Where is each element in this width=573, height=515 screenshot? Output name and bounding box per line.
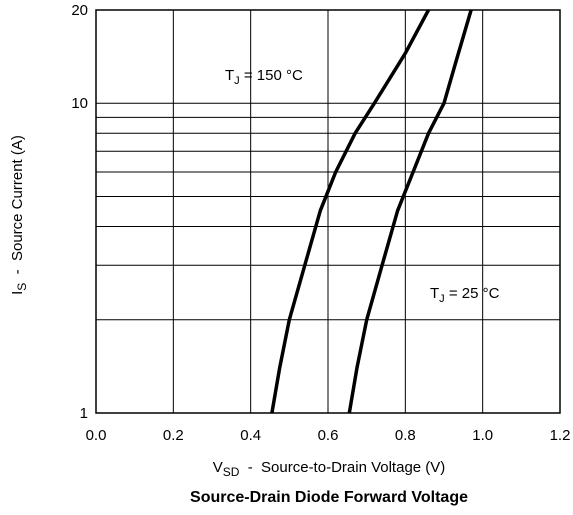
x-tick-label: 0.8 — [395, 427, 416, 444]
x-axis-label: VSD - Source-to-Drain Voltage (V) — [213, 459, 446, 479]
x-tick-label: 0.2 — [163, 427, 184, 444]
y-axis-label: IS - Source Current (A) — [9, 135, 29, 295]
x-tick-label: 0.0 — [86, 427, 107, 444]
plot-frame — [95, 9, 561, 414]
y-tick-label: 1 — [80, 405, 88, 422]
series-line-25 — [347, 9, 473, 414]
series-label-150: TJ = 150 °C — [225, 67, 303, 87]
y-tick-labels: 1 10 20 — [71, 2, 88, 422]
series-label-25: TJ = 25 °C — [430, 285, 500, 305]
y-tick-label: 20 — [71, 2, 88, 19]
chart-title: Source-Drain Diode Forward Voltage — [190, 489, 468, 506]
x-tick-label: 0.4 — [240, 427, 261, 444]
x-tick-label: 0.6 — [318, 427, 339, 444]
grid — [95, 9, 561, 414]
x-tick-labels: 0.0 0.2 0.4 0.6 0.8 1.0 1.2 — [86, 427, 571, 444]
y-tick-label: 10 — [71, 95, 88, 112]
curves — [270, 9, 473, 414]
series-line-150 — [270, 9, 431, 414]
x-tick-label: 1.0 — [472, 427, 493, 444]
x-tick-label: 1.2 — [550, 427, 571, 444]
